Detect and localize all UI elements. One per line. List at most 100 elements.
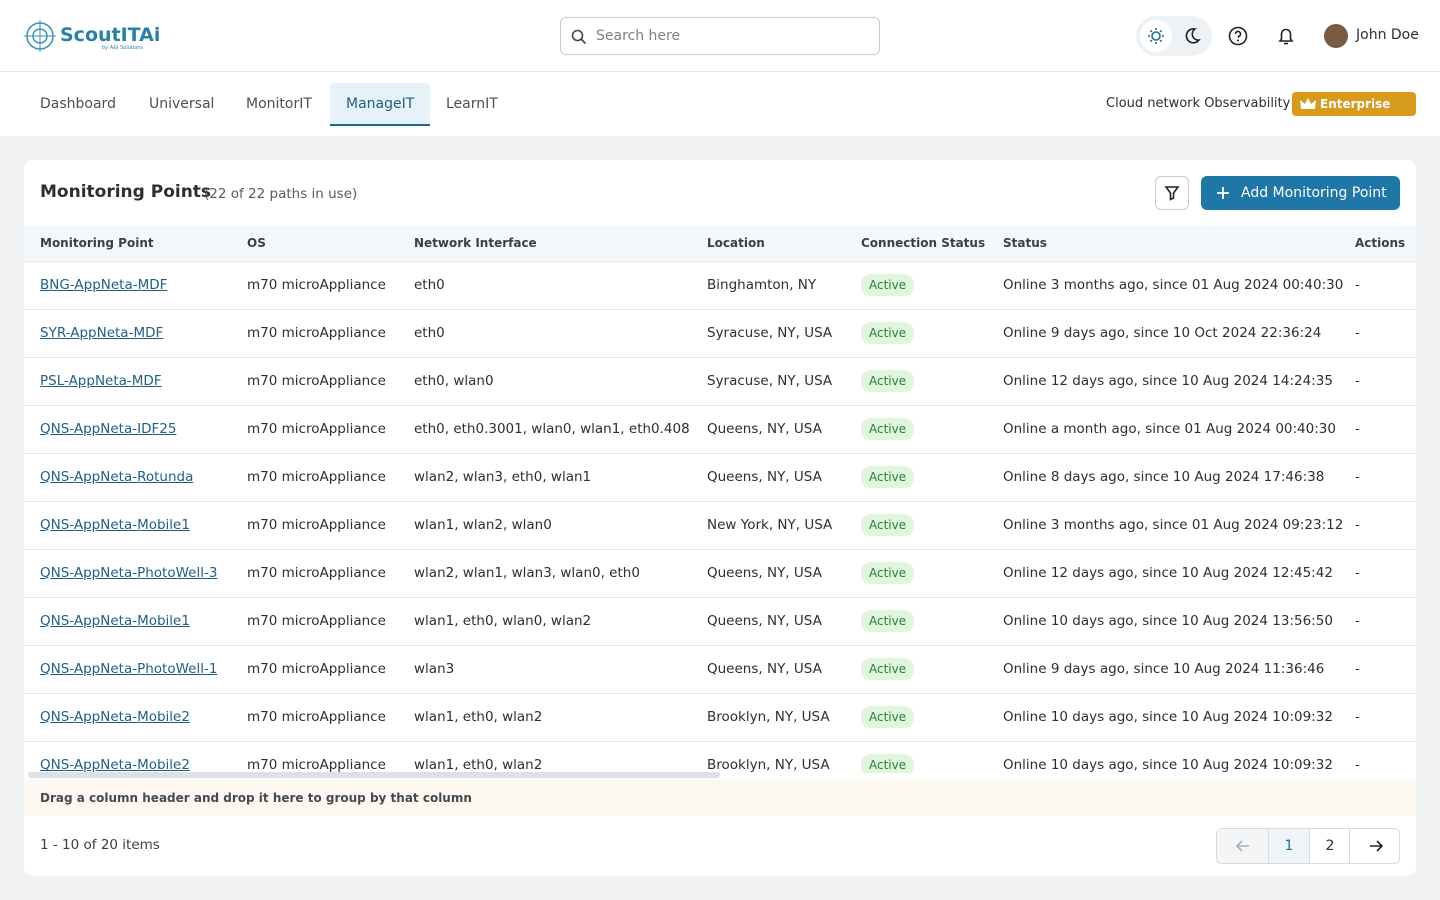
cell-text: Online 3 months ago, since 01 Aug 2024 0… xyxy=(1003,261,1355,309)
table-row: QNS-AppNeta-Mobile1m70 microAppliancewla… xyxy=(24,597,1416,645)
scrollbar[interactable] xyxy=(28,772,720,778)
table-row: QNS-AppNeta-Mobile2 m70 microAppliancewla… xyxy=(24,741,1416,773)
status-badge: Active xyxy=(861,370,914,392)
light-toggle[interactable] xyxy=(1140,20,1172,52)
column-header[interactable]: Connection Status xyxy=(861,226,1003,261)
column-header[interactable]: OS xyxy=(247,226,414,261)
page-summary: 1 - 10 of 20 items xyxy=(40,837,160,853)
nav-tab[interactable]: Dashboard xyxy=(24,83,132,126)
column-header[interactable]: Status xyxy=(1003,226,1355,261)
filter-button[interactable] xyxy=(1155,176,1189,210)
monitoring-point-link[interactable]: SYR-AppNeta-MDF xyxy=(40,325,163,341)
cell-text: Online 3 months ago, since 01 Aug 2024 0… xyxy=(1003,501,1355,549)
table-cell: PSL-AppNeta-MDF xyxy=(24,357,247,405)
monitoring-point-link[interactable]: QNS-AppNeta-Mobile2 xyxy=(40,757,190,773)
status-badge: Active xyxy=(861,514,914,536)
monitoring-point-link[interactable]: QNS-AppNeta-Mobile1 xyxy=(40,613,190,629)
table-cell: QNS-AppNeta-PhotoWell-1 xyxy=(24,645,247,693)
cell-text: - xyxy=(1355,405,1416,453)
page-button[interactable]: 1 xyxy=(1268,829,1309,864)
table-cell: BNG-AppNeta-MDF xyxy=(24,261,247,309)
table: Monitoring PointOSNetwork InterfaceLocat… xyxy=(24,226,1416,773)
logo-text: ScoutITAi xyxy=(60,24,160,46)
cell-text: Queens, NY, USA xyxy=(707,453,861,501)
nav-tab[interactable]: Universal xyxy=(133,83,230,126)
cell-text: New York, NY, USA xyxy=(707,501,861,549)
cell-text: wlan2, wlan1, wlan3, wlan0, eth0 xyxy=(414,549,707,597)
nav-tab[interactable]: LearnIT xyxy=(430,83,514,126)
cell-text: eth0 xyxy=(414,261,707,309)
table-cell: QNS-AppNeta-IDF25 xyxy=(24,405,247,453)
cell-text: Online 10 days ago, since 10 Aug 2024 10… xyxy=(1003,693,1355,741)
cell-text: Online 12 days ago, since 10 Aug 2024 12… xyxy=(1003,549,1355,597)
table-cell: Active xyxy=(861,693,1003,741)
cell-text: - xyxy=(1355,741,1416,773)
monitoring-point-link[interactable]: PSL-AppNeta-MDF xyxy=(40,373,162,389)
table-cell: Active xyxy=(861,501,1003,549)
table-cell: QNS-AppNeta-PhotoWell-3 xyxy=(24,549,247,597)
cell-text: m70 microAppliance xyxy=(247,645,414,693)
cell-text: Syracuse, NY, USA xyxy=(707,357,861,405)
table-cell: Active xyxy=(861,357,1003,405)
monitoring-point-link[interactable]: QNS-AppNeta-Mobile1 xyxy=(40,517,190,533)
nav-tab[interactable]: MonitorIT xyxy=(230,83,328,126)
dark-toggle[interactable] xyxy=(1182,26,1202,46)
table-cell: Active xyxy=(861,645,1003,693)
cell-text: wlan1, wlan2, wlan0 xyxy=(414,501,707,549)
column-header[interactable]: Actions xyxy=(1355,226,1416,261)
cell-text: eth0, eth0.3001, wlan0, wlan1, eth0.408 xyxy=(414,405,707,453)
add-button[interactable]: Add Monitoring Point xyxy=(1201,176,1400,210)
table-cell: Active xyxy=(861,261,1003,309)
column-header[interactable]: Location xyxy=(707,226,861,261)
table-row: QNS-AppNeta-IDF25m70 microApplianceeth0,… xyxy=(24,405,1416,453)
page-button[interactable]: 2 xyxy=(1309,829,1350,864)
cell-text: Queens, NY, USA xyxy=(707,597,861,645)
monitoring-point-link[interactable]: QNS-AppNeta-Rotunda xyxy=(40,469,193,485)
theme-toggle[interactable] xyxy=(1136,16,1212,56)
table-cell: QNS-AppNeta-Mobile1 xyxy=(24,597,247,645)
cell-text: Brooklyn, NY, USA xyxy=(707,741,861,773)
table-cell: Active xyxy=(861,453,1003,501)
table-row: BNG-AppNeta-MDF m70 microApplianceeth0Bin… xyxy=(24,261,1416,309)
cell-text: - xyxy=(1355,549,1416,597)
status-badge: Active xyxy=(861,706,914,728)
search-box[interactable]: Search here xyxy=(560,17,880,55)
cell-text: - xyxy=(1355,453,1416,501)
cell-text: m70 microAppliance xyxy=(247,261,414,309)
monitoring-point-link[interactable]: QNS-AppNeta-IDF25 xyxy=(40,421,176,437)
monitoring-point-link[interactable]: QNS-AppNeta-Mobile2 xyxy=(40,709,190,725)
next-page[interactable] xyxy=(1349,829,1400,864)
logo-icon xyxy=(24,20,56,52)
prev-page[interactable] xyxy=(1217,829,1268,864)
avatar[interactable] xyxy=(1324,24,1348,48)
status-badge: Active xyxy=(861,466,914,488)
monitoring-point-link[interactable]: QNS-AppNeta-PhotoWell-3 xyxy=(40,565,217,581)
cell-text: Online 9 days ago, since 10 Oct 2024 22:… xyxy=(1003,309,1355,357)
nav-bar: DashboardUniversalMonitorITManageITLearn… xyxy=(0,72,1440,136)
cell-text: - xyxy=(1355,309,1416,357)
monitoring-point-link[interactable]: QNS-AppNeta-PhotoWell-1 xyxy=(40,661,217,677)
column-header[interactable]: Monitoring Point xyxy=(24,226,247,261)
table-cell: QNS-AppNeta-Mobile1 xyxy=(24,501,247,549)
nav-tab[interactable]: ManageIT xyxy=(330,83,430,126)
cell-text: Online 8 days ago, since 10 Aug 2024 17:… xyxy=(1003,453,1355,501)
logo-sub: by A&I Solutions xyxy=(102,45,143,51)
user-name[interactable]: John Doe xyxy=(1356,27,1419,43)
cell-text: Brooklyn, NY, USA xyxy=(707,693,861,741)
status-badge: Active xyxy=(861,754,914,773)
table-row: QNS-AppNeta-PhotoWell-1 m70 microApplianc… xyxy=(24,645,1416,693)
table-cell: Active xyxy=(861,597,1003,645)
table-cell: Active xyxy=(861,549,1003,597)
cell-text: m70 microAppliance xyxy=(247,741,414,773)
help-icon[interactable] xyxy=(1228,26,1248,46)
bell-icon[interactable] xyxy=(1277,26,1295,46)
cell-text: - xyxy=(1355,693,1416,741)
cell-text: wlan1, eth0, wlan2 xyxy=(414,741,707,773)
column-header[interactable]: Network Interface xyxy=(414,226,707,261)
table-row: QNS-AppNeta-Rotundam70 microAppliancewla… xyxy=(24,453,1416,501)
cell-text: Binghamton, NY xyxy=(707,261,861,309)
monitoring-point-link[interactable]: BNG-AppNeta-MDF xyxy=(40,277,167,293)
cell-text: m70 microAppliance xyxy=(247,597,414,645)
table-row: QNS-AppNeta-PhotoWell-3m70 microApplianc… xyxy=(24,549,1416,597)
